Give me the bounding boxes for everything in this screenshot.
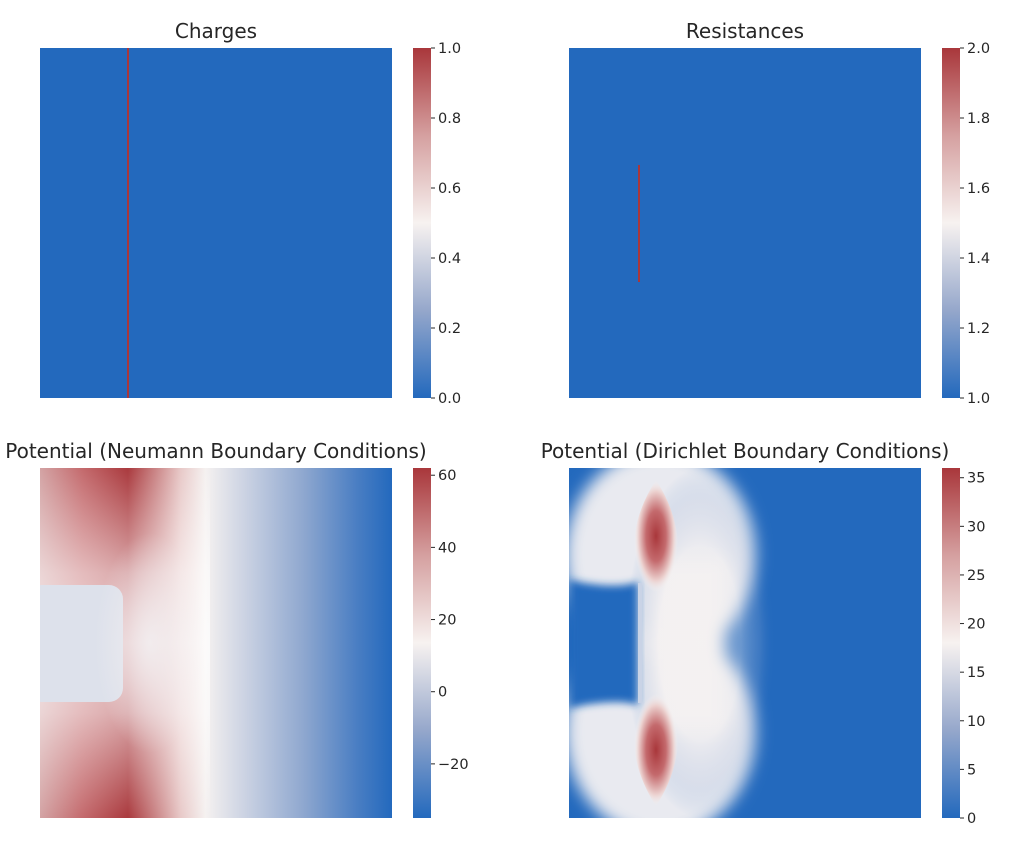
colorbar-tick-label: 1.2 bbox=[967, 321, 990, 337]
resistance-line bbox=[638, 165, 640, 282]
heatmap-lobe bbox=[95, 533, 205, 753]
colorbar-charges bbox=[413, 48, 431, 398]
colorbar-tick-label: 5 bbox=[967, 762, 976, 778]
colorbar-tick-label: 1.8 bbox=[967, 111, 990, 127]
colorbar bbox=[942, 48, 960, 398]
heatmap-resistance-edge bbox=[638, 583, 642, 703]
colorbar-tick-label: 0.6 bbox=[438, 181, 461, 197]
colorbar-neumann bbox=[413, 468, 431, 818]
chart-title-resistances: Resistances bbox=[686, 19, 804, 43]
colorbar-tick-label: 30 bbox=[967, 519, 985, 535]
heatmap-resistances: Resistances bbox=[569, 19, 921, 398]
colorbar-dirichlet bbox=[942, 468, 960, 818]
colorbar bbox=[942, 468, 960, 818]
colorbar-tick-label: 25 bbox=[967, 568, 985, 584]
heatmap-background bbox=[569, 48, 921, 398]
colorbar-tick-label: 1.0 bbox=[438, 41, 461, 57]
charge-line bbox=[127, 48, 129, 398]
colorbar-tick-label: −20 bbox=[438, 757, 469, 773]
colorbar-tick-label: 0.0 bbox=[438, 391, 461, 407]
colorbar-tick-label: 15 bbox=[967, 665, 985, 681]
colorbar-resistances bbox=[942, 48, 960, 398]
colorbar-tick-label: 1.6 bbox=[967, 181, 990, 197]
colorbar-ticks: 0.0 0.2 0.4 0.6 0.8 1.0 1.0 1.2 1.4 1.6 1.8 2.0 −20 0… bbox=[431, 41, 990, 827]
heatmap-notch bbox=[569, 580, 638, 708]
colorbar bbox=[413, 48, 431, 398]
colorbar-tick-label: 0.2 bbox=[438, 321, 461, 337]
chart-title-dirichlet: Potential (Dirichlet Boundary Conditions… bbox=[541, 439, 950, 463]
heatmap-background bbox=[40, 48, 392, 398]
colorbar-tick-label: 0 bbox=[967, 811, 976, 827]
chart-title-neumann: Potential (Neumann Boundary Conditions) bbox=[5, 439, 427, 463]
colorbar-tick-label: 20 bbox=[967, 617, 985, 633]
heatmap-charges: Charges bbox=[40, 19, 392, 398]
colorbar-tick-label: 35 bbox=[967, 471, 985, 487]
colorbar bbox=[413, 468, 431, 818]
colorbar-tick-label: 0.4 bbox=[438, 251, 461, 267]
colorbar-tick-label: 1.0 bbox=[967, 391, 990, 407]
heatmap-hotspot-bottom bbox=[633, 694, 679, 806]
colorbar-tick-label: 10 bbox=[967, 714, 985, 730]
colorbar-tick-label: 0.8 bbox=[438, 111, 461, 127]
heatmap-hotspot-top bbox=[633, 480, 679, 592]
colorbar-tick-label: 2.0 bbox=[967, 41, 990, 57]
colorbar-tick-label: 60 bbox=[438, 468, 456, 484]
colorbar-tick-label: 40 bbox=[438, 540, 456, 556]
chart-title-charges: Charges bbox=[175, 19, 257, 43]
colorbar-tick-label: 0 bbox=[438, 685, 447, 701]
heatmap-potential-neumann: Potential (Neumann Boundary Conditions) bbox=[5, 439, 427, 818]
colorbar-tick-label: 20 bbox=[438, 613, 456, 629]
colorbar-tick-label: 1.4 bbox=[967, 251, 990, 267]
heatmap-potential-dirichlet: Potential (Dirichlet Boundary Conditions… bbox=[541, 439, 950, 818]
